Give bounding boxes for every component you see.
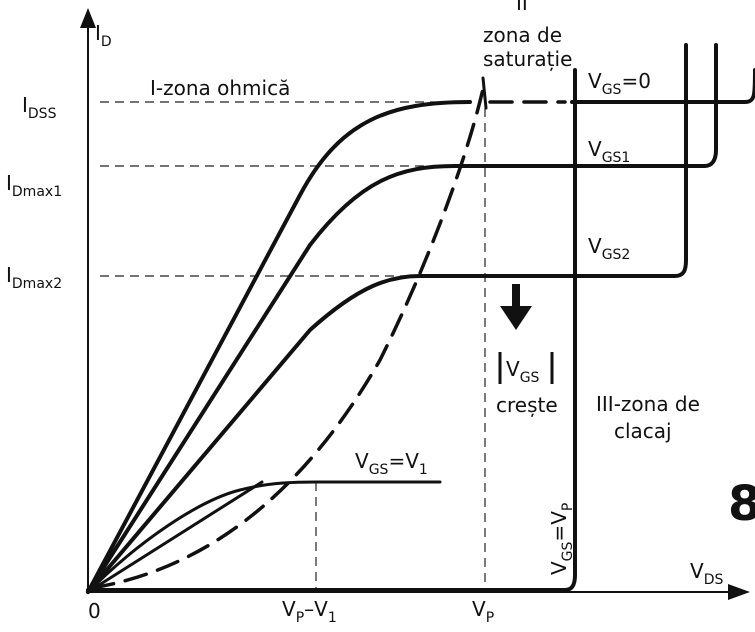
- tick-vp-minus-v1: VP–V1: [282, 597, 337, 626]
- label-vgs0: VGS=0: [588, 69, 651, 98]
- curve-vgs1: [86, 43, 718, 594]
- vgs-increase-annotation: VGS crește: [496, 284, 558, 417]
- curve-vgs-vp: [86, 68, 577, 592]
- y-axis-arrow: [80, 8, 96, 28]
- arrow-shaft: [512, 284, 520, 310]
- tick-idmax1: IDmax1: [6, 171, 62, 200]
- reference-lines: [100, 101, 486, 592]
- label-vgs-v1: VGS=V1: [355, 449, 428, 478]
- down-arrow-icon: [500, 306, 532, 330]
- zone-saturation-l2: saturație: [483, 47, 572, 71]
- zone-saturation-number: II: [516, 0, 528, 15]
- pinch-off-locus: [90, 78, 487, 590]
- page-number: 8: [728, 476, 755, 532]
- x-axis-arrow: [728, 584, 750, 600]
- curve-vgs2: [86, 43, 688, 594]
- grows-label: crește: [496, 393, 558, 417]
- curve-vgs-v1: [86, 480, 442, 594]
- tick-idss: IDSS: [22, 93, 57, 122]
- origin-label: 0: [88, 599, 101, 623]
- curve-vgs0: [86, 100, 472, 594]
- zone-breakdown-l2: clacaj: [614, 419, 672, 443]
- tick-idmax2: IDmax2: [6, 263, 62, 292]
- tick-vp: VP: [472, 597, 494, 626]
- label-vgs-vp: VGS=VP: [547, 503, 576, 575]
- y-axis-label: ID: [95, 21, 112, 50]
- label-vgs1: VGS1: [588, 137, 630, 166]
- label-vgs2: VGS2: [588, 234, 630, 263]
- x-axis-label: VDS: [690, 559, 723, 588]
- fan-line-a: [86, 480, 264, 594]
- characteristic-curves: [86, 43, 755, 594]
- zone-breakdown-l1: III-zona de: [596, 392, 700, 416]
- abs-vgs-label: VGS: [506, 357, 540, 386]
- zone-saturation-l1: zona de: [483, 23, 562, 47]
- zone-ohmic-label: I-zona ohmică: [150, 76, 290, 100]
- vp-top-mark: [481, 76, 488, 110]
